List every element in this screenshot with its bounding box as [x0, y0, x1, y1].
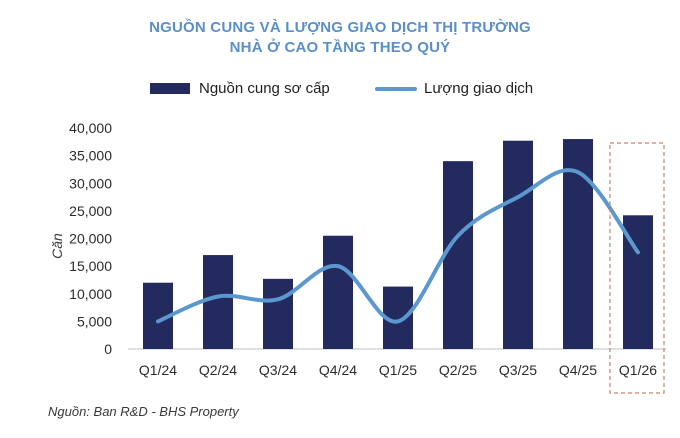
y-tick-label: 20,000	[69, 231, 112, 247]
source-note: Nguồn: Ban R&D - BHS Property	[48, 404, 239, 419]
x-tick-label: Q4/24	[319, 362, 357, 378]
y-tick-label: 15,000	[69, 258, 112, 274]
highlight-box-q1-26	[609, 142, 665, 394]
legend-swatch-bar	[150, 83, 190, 94]
chart-title-line-2: NHÀ Ở CAO TẦNG THEO QUÝ	[229, 39, 451, 56]
bar-supply	[263, 278, 293, 349]
bar-supply	[323, 235, 353, 349]
x-tick-label: Q3/25	[499, 362, 537, 378]
bar-supply	[503, 140, 533, 349]
chart-title: NGUỒN CUNG VÀ LƯỢNG GIAO DỊCH THỊ TRƯỜNG…	[0, 18, 680, 58]
y-tick-label: 30,000	[69, 175, 112, 191]
legend-item-supply: Nguồn cung sơ cấp	[150, 78, 330, 100]
chart-title-line-1: NGUỒN CUNG VÀ LƯỢNG GIAO DỊCH THỊ TRƯỜNG	[149, 19, 531, 36]
x-tick-label: Q3/24	[259, 362, 297, 378]
bar-supply	[203, 255, 233, 349]
y-tick-label: 10,000	[69, 286, 112, 302]
bar-supply	[443, 161, 473, 349]
y-tick-label: 35,000	[69, 148, 112, 164]
x-tick-label: Q1/25	[379, 362, 417, 378]
y-tick-label: 25,000	[69, 203, 112, 219]
y-tick-label: 40,000	[69, 120, 112, 136]
x-tick-label: Q1/26	[619, 362, 657, 378]
legend-item-transactions: Lượng giao dịch	[375, 78, 533, 100]
legend-swatch-line	[375, 87, 417, 91]
line-transactions	[156, 168, 640, 324]
legend-label-transactions: Lượng giao dịch	[424, 80, 534, 97]
legend-label-supply: Nguồn cung sơ cấp	[199, 80, 330, 97]
y-tick-label: 5,000	[77, 313, 112, 329]
x-tick-label: Q1/24	[139, 362, 177, 378]
x-tick-label: Q2/25	[439, 362, 477, 378]
x-tick-label: Q2/24	[199, 362, 237, 378]
x-tick-label: Q4/25	[559, 362, 597, 378]
y-tick-label: 0	[104, 341, 112, 357]
